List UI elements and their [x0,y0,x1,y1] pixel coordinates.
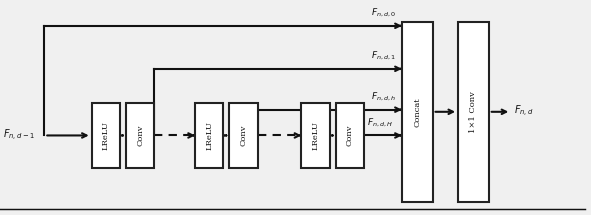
Bar [195,103,223,168]
Bar [402,22,433,202]
Text: $F_{n,d}$: $F_{n,d}$ [514,104,534,119]
Bar [458,22,489,202]
Text: Conv: Conv [136,125,144,146]
Text: $F_{n,d,H}$: $F_{n,d,H}$ [367,117,393,129]
Text: LReLU: LReLU [311,121,320,150]
Text: Conv: Conv [346,125,354,146]
Text: $F_{n,d,0}$: $F_{n,d,0}$ [371,7,396,19]
Bar [126,103,154,168]
Text: $F_{n,d,h}$: $F_{n,d,h}$ [371,91,396,103]
Bar [92,103,120,168]
Text: $F_{n,d,1}$: $F_{n,d,1}$ [371,50,396,62]
Bar [301,103,330,168]
Bar [229,103,258,168]
Text: $F_{n,d-1}$: $F_{n,d-1}$ [3,128,35,143]
Text: LReLU: LReLU [102,121,110,150]
Text: Concat: Concat [413,97,421,127]
Text: LReLU: LReLU [205,121,213,150]
Bar [336,103,364,168]
Text: 1×1 Conv: 1×1 Conv [469,91,478,133]
Text: Conv: Conv [239,125,248,146]
